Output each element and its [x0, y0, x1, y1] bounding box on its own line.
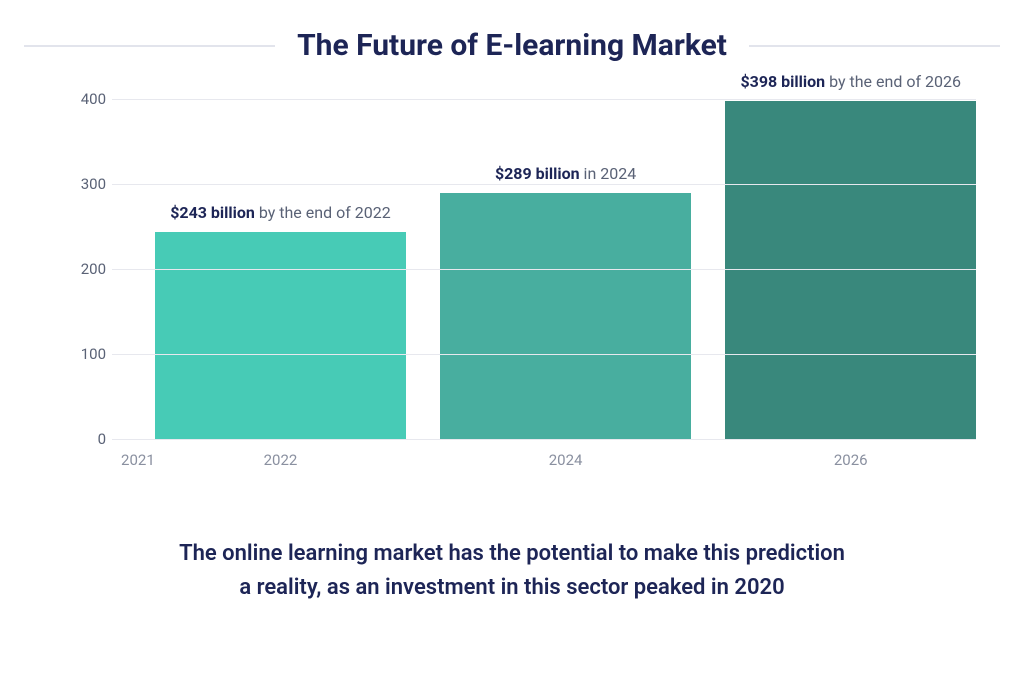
- bar-value-rest: in 2024: [580, 164, 637, 183]
- bar-value-bold: $398 billion: [740, 72, 825, 91]
- y-tick-label: 0: [72, 430, 106, 448]
- chart-bar: $243 billion by the end of 2022: [155, 232, 406, 439]
- bar-value-rest: by the end of 2026: [825, 72, 961, 91]
- y-tick-label: 300: [72, 175, 106, 193]
- grid-line: [112, 354, 976, 355]
- grid-line: [112, 439, 976, 440]
- grid-line: [112, 99, 976, 100]
- chart-bar: $289 billion in 2024: [440, 193, 691, 439]
- y-tick-label: 200: [72, 260, 106, 278]
- bar-value-rest: by the end of 2022: [255, 203, 391, 222]
- x-tick-label: 2022: [264, 451, 298, 469]
- caption-line-1: The online learning market has the poten…: [179, 541, 845, 566]
- title-row: The Future of E-learning Market: [24, 28, 1000, 63]
- chart-caption: The online learning market has the poten…: [24, 537, 1000, 605]
- chart: $243 billion by the end of 2022$289 bill…: [72, 99, 976, 489]
- grid-line: [112, 269, 976, 270]
- chart-plot-area: $243 billion by the end of 2022$289 bill…: [112, 99, 976, 439]
- bar-value-label: $398 billion by the end of 2026: [740, 72, 960, 91]
- y-tick-label: 100: [72, 345, 106, 363]
- bar-value-bold: $243 billion: [170, 203, 255, 222]
- caption-line-2: a reality, as an investment in this sect…: [239, 575, 784, 600]
- y-tick-label: 400: [72, 90, 106, 108]
- page-title: The Future of E-learning Market: [297, 28, 727, 63]
- grid-line: [112, 184, 976, 185]
- x-tick-label: 2021: [121, 451, 155, 469]
- bar-value-label: $289 billion in 2024: [495, 164, 636, 183]
- bar-value-label: $243 billion by the end of 2022: [170, 203, 390, 222]
- page: The Future of E-learning Market $243 bil…: [0, 0, 1024, 691]
- bar-value-bold: $289 billion: [495, 164, 580, 183]
- x-tick-label: 2024: [549, 451, 583, 469]
- title-rule-left: [24, 45, 275, 47]
- x-tick-label: 2026: [834, 451, 868, 469]
- title-rule-right: [749, 45, 1000, 47]
- chart-x-axis: 2021 2022 2024 2026: [112, 451, 976, 481]
